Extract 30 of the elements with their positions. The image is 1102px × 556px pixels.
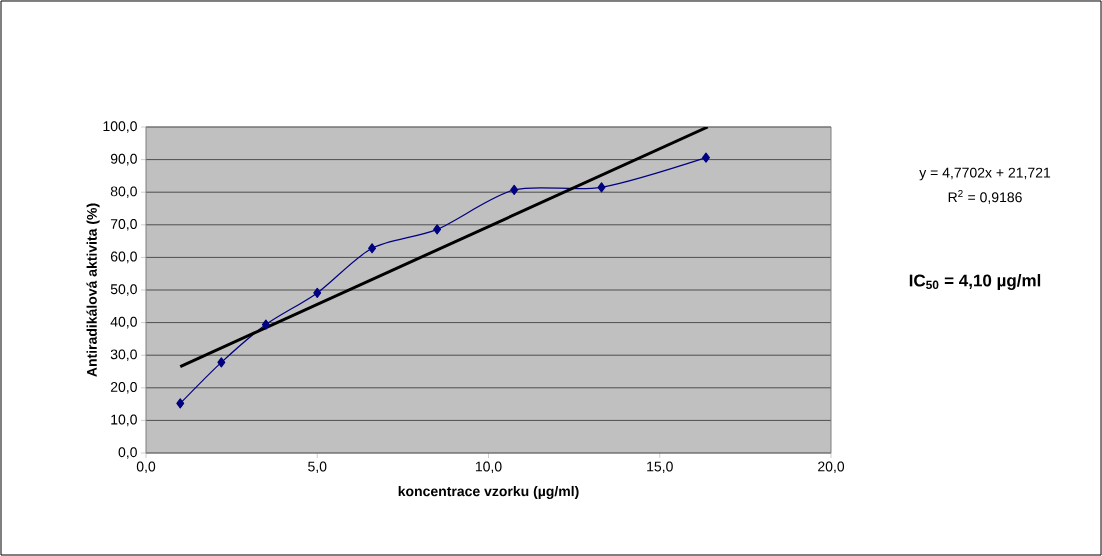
x-tick-label: 5,0 [308,461,327,474]
point [368,243,377,254]
y-tick-label: 30,0 [110,349,137,361]
point [261,319,270,330]
x-tick-label: 10,0 [475,461,502,474]
y-tick-label: 10,0 [111,414,137,427]
y-tick-label: 100,0 [103,121,137,133]
point [597,182,606,193]
y-axis-title: Antiradikálová aktivita (%) [86,203,100,377]
y-tick-label: 90,0 [110,153,137,166]
y-tick-label: 70,0 [110,219,137,231]
point [510,184,519,195]
point [433,224,442,235]
y-tick-label: 80,0 [110,186,137,198]
y-tick-label: 0,0 [118,447,137,459]
y-tick-label: 60,0 [110,251,137,264]
point [217,357,226,368]
x-tick-label: 20,0 [818,461,845,474]
y-tick-label: 50,0 [110,284,137,296]
y-tick-label: 40,0 [110,316,137,329]
text: y = 4,7702x + 21,721 [919,167,1051,181]
x-tick-label: 0,0 [136,461,156,474]
point [702,152,710,163]
text: IC$_{50}$ = 4,10 µg/ml [909,274,1041,290]
text: R$^{2}$ = 0,9186 [948,190,1022,204]
x-tick-label: 15,0 [647,461,673,474]
point [313,287,322,299]
point [176,398,185,409]
x-axis-title: koncentrace vzorku (µg/ml) [398,485,579,500]
y-tick-label: 20,0 [110,382,137,394]
